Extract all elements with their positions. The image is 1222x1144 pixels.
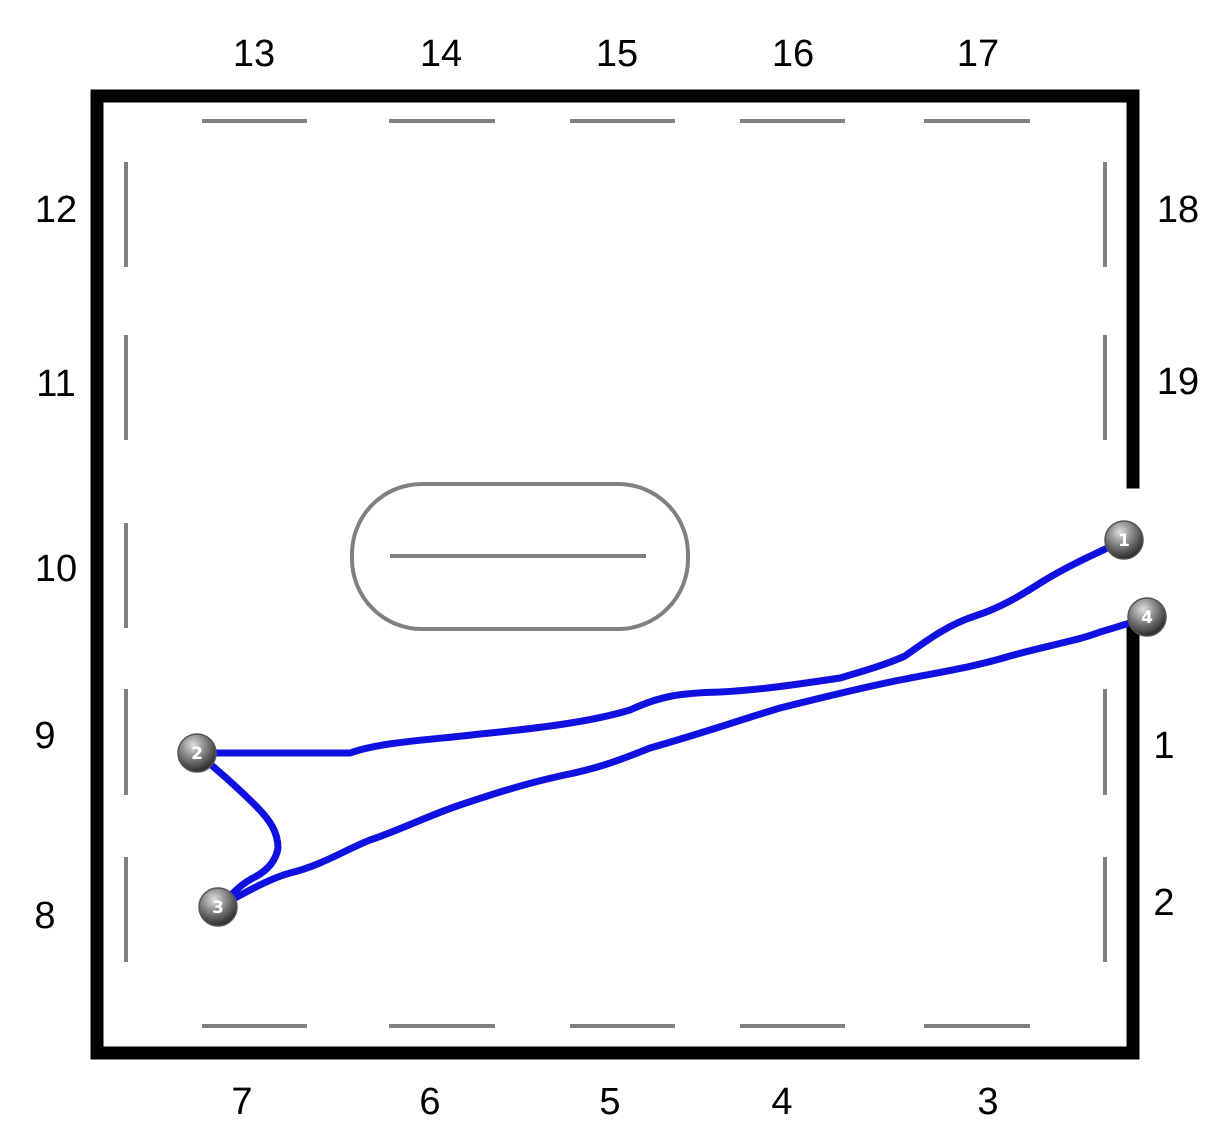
- path-segment-1-to-2: [193, 536, 1128, 757]
- waypoint-label-3: 3: [212, 898, 224, 918]
- label-left-9: 9: [34, 715, 55, 757]
- label-right-19: 19: [1157, 361, 1199, 403]
- waypoint-label-1: 1: [1118, 531, 1130, 551]
- label-left-11: 11: [36, 363, 75, 405]
- label-bottom-7: 7: [231, 1081, 252, 1123]
- label-left-8: 8: [34, 895, 55, 937]
- label-bottom-5: 5: [599, 1081, 620, 1123]
- waypoint-3: 3: [198, 887, 238, 927]
- obstacle-outline: [350, 482, 690, 631]
- label-left-12: 12: [35, 189, 77, 231]
- label-bottom-3: 3: [977, 1081, 998, 1123]
- label-bottom-4: 4: [771, 1081, 792, 1123]
- label-top-15: 15: [596, 33, 638, 75]
- label-right-1: 1: [1153, 725, 1174, 767]
- labels-left: 12 11 10 9 8: [34, 189, 77, 937]
- path-segment-3-to-4: [214, 613, 1151, 911]
- label-right-2: 2: [1153, 882, 1174, 924]
- labels-top: 13 14 15 16 17: [233, 33, 999, 75]
- labels-bottom: 7 6 5 4 3: [231, 1081, 998, 1123]
- waypoints: 1 2 3 4: [177, 520, 1167, 927]
- label-top-16: 16: [772, 33, 814, 75]
- boundary-markers: [124, 119, 1107, 1028]
- path-segment-2-to-3: [193, 749, 282, 911]
- labels-right: 18 19 1 2: [1153, 189, 1199, 924]
- waypoint-1: 1: [1104, 520, 1144, 560]
- label-right-18: 18: [1157, 189, 1199, 231]
- waypoint-2: 2: [177, 733, 217, 773]
- central-obstacle: [350, 482, 690, 631]
- label-top-14: 14: [420, 33, 462, 75]
- label-top-17: 17: [957, 33, 999, 75]
- waypoint-label-2: 2: [191, 744, 203, 764]
- label-left-10: 10: [35, 548, 77, 590]
- waypoint-label-4: 4: [1141, 608, 1153, 628]
- arena-walls: [90, 89, 1140, 1060]
- trajectory: [193, 536, 1151, 911]
- label-bottom-6: 6: [419, 1081, 440, 1123]
- wall-main: [90, 89, 1140, 1060]
- waypoint-4: 4: [1127, 597, 1167, 637]
- label-top-13: 13: [233, 33, 275, 75]
